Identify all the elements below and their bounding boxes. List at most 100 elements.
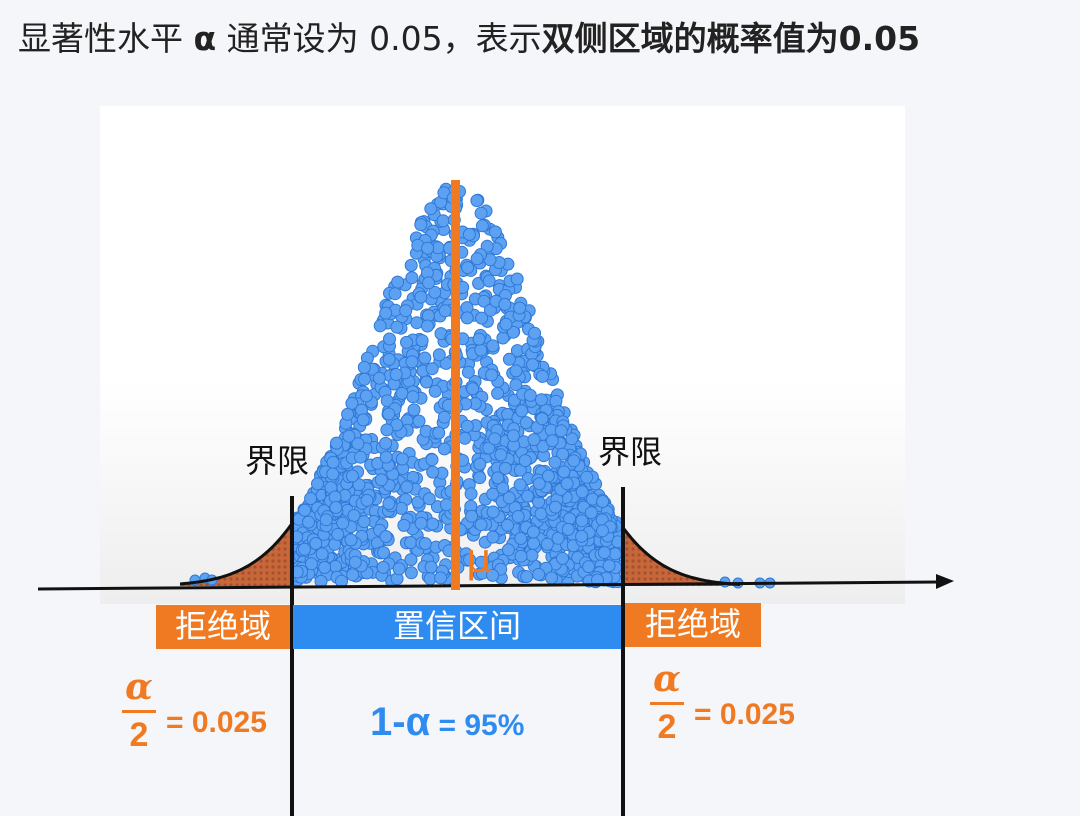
- sample-dot: [540, 537, 554, 551]
- sample-dot: [521, 489, 535, 503]
- x-axis: [37, 580, 941, 591]
- sample-dot: [318, 561, 332, 574]
- sample-dot: [511, 510, 525, 523]
- sample-dot: [390, 320, 404, 334]
- sample-dot: [526, 358, 540, 372]
- sample-dot: [473, 457, 487, 471]
- sample-dot: [535, 369, 549, 383]
- sample-dot: [412, 414, 426, 428]
- sample-dot: [426, 465, 440, 479]
- sample-dot: [304, 492, 318, 505]
- left-fraction-numerator: α: [125, 666, 153, 708]
- sample-dot: [354, 450, 367, 464]
- sample-dot: [509, 378, 523, 392]
- sample-dot: [584, 506, 598, 520]
- sample-dot: [597, 546, 611, 560]
- left-tail-area: [180, 523, 292, 586]
- confidence-level-value: = 95%: [430, 709, 525, 742]
- sample-dot: [377, 546, 390, 560]
- sample-dot: [567, 454, 581, 468]
- sample-dot: [551, 531, 565, 545]
- sample-dot: [331, 527, 345, 541]
- sample-dot: [501, 518, 514, 532]
- sample-dot: [352, 478, 366, 492]
- sample-dot: [460, 311, 474, 325]
- sample-dot: [525, 548, 539, 562]
- sample-dot: [347, 509, 361, 522]
- sample-dot: [499, 317, 513, 331]
- sample-dot: [407, 403, 421, 417]
- sample-dot: [485, 368, 499, 382]
- sample-dot: [311, 477, 324, 491]
- sample-dot: [298, 542, 311, 556]
- sample-dot: [376, 560, 390, 574]
- page-title: 显著性水平 α 通常设为 0.05，表示双侧区域的概率值为0.05: [18, 19, 921, 58]
- sample-dot: [486, 505, 500, 519]
- sample-dots: [189, 182, 776, 589]
- sample-dot: [302, 515, 315, 529]
- left-boundary-label: 界限: [245, 442, 310, 480]
- sample-dot: [496, 481, 510, 495]
- sample-dot: [410, 316, 424, 330]
- sample-dot: [374, 473, 388, 487]
- sample-dot: [575, 529, 589, 543]
- sample-dot: [382, 407, 396, 421]
- sample-dot: [541, 469, 555, 483]
- sample-dot: [527, 433, 541, 447]
- mu-label: μ: [466, 536, 492, 582]
- sample-dot: [596, 524, 609, 538]
- sample-dot: [486, 487, 500, 501]
- sample-dot: [357, 360, 371, 374]
- sample-dot: [420, 375, 433, 389]
- alpha-symbol: α: [193, 19, 217, 58]
- sample-dot: [514, 549, 528, 563]
- sample-dot: [379, 436, 393, 450]
- sample-dot: [514, 532, 528, 545]
- sample-dot: [501, 543, 515, 557]
- sample-dot: [513, 301, 527, 315]
- sample-dot: [472, 332, 486, 346]
- sample-dot: [414, 290, 428, 304]
- sample-dot: [380, 394, 394, 408]
- left-fraction-denominator: 2: [129, 716, 149, 754]
- sample-dot: [502, 352, 516, 366]
- sample-dot: [372, 371, 386, 385]
- sample-dot: [437, 442, 451, 456]
- sample-dot: [326, 455, 340, 469]
- sample-dot: [424, 560, 438, 574]
- sample-dot: [424, 202, 438, 216]
- sample-dot: [460, 419, 474, 433]
- right-tail-area: [622, 526, 740, 586]
- sample-dot: [380, 423, 394, 437]
- sample-dot: [532, 567, 546, 581]
- sample-dot: [357, 515, 371, 529]
- sample-dot: [414, 516, 428, 530]
- sample-dot: [520, 570, 534, 584]
- sample-dot: [502, 491, 516, 505]
- sample-dot: [519, 416, 533, 430]
- sample-dot: [486, 568, 500, 582]
- sample-dot: [482, 274, 496, 288]
- sample-dot: [305, 557, 318, 571]
- sample-dot: [465, 509, 479, 523]
- sample-dot: [596, 495, 610, 508]
- sample-dot: [565, 432, 579, 446]
- left-rejection-region-label: 拒绝域: [156, 605, 290, 649]
- sample-dot: [494, 448, 508, 462]
- sample-dot: [309, 537, 323, 550]
- sample-dot: [510, 272, 524, 286]
- sample-dot: [474, 343, 488, 357]
- sample-dot: [528, 326, 542, 340]
- right-fraction-bar: [650, 702, 684, 705]
- sample-dot: [466, 382, 480, 396]
- one-minus-alpha: 1-α: [370, 700, 431, 744]
- sample-dot: [421, 241, 435, 255]
- sample-dot: [336, 516, 350, 530]
- sample-dot: [382, 497, 396, 511]
- sample-dot: [329, 501, 343, 514]
- sample-dot: [315, 547, 329, 561]
- sample-dot: [602, 559, 616, 573]
- sample-dot: [425, 362, 439, 376]
- sample-dot: [474, 518, 488, 532]
- sample-dot: [488, 225, 502, 239]
